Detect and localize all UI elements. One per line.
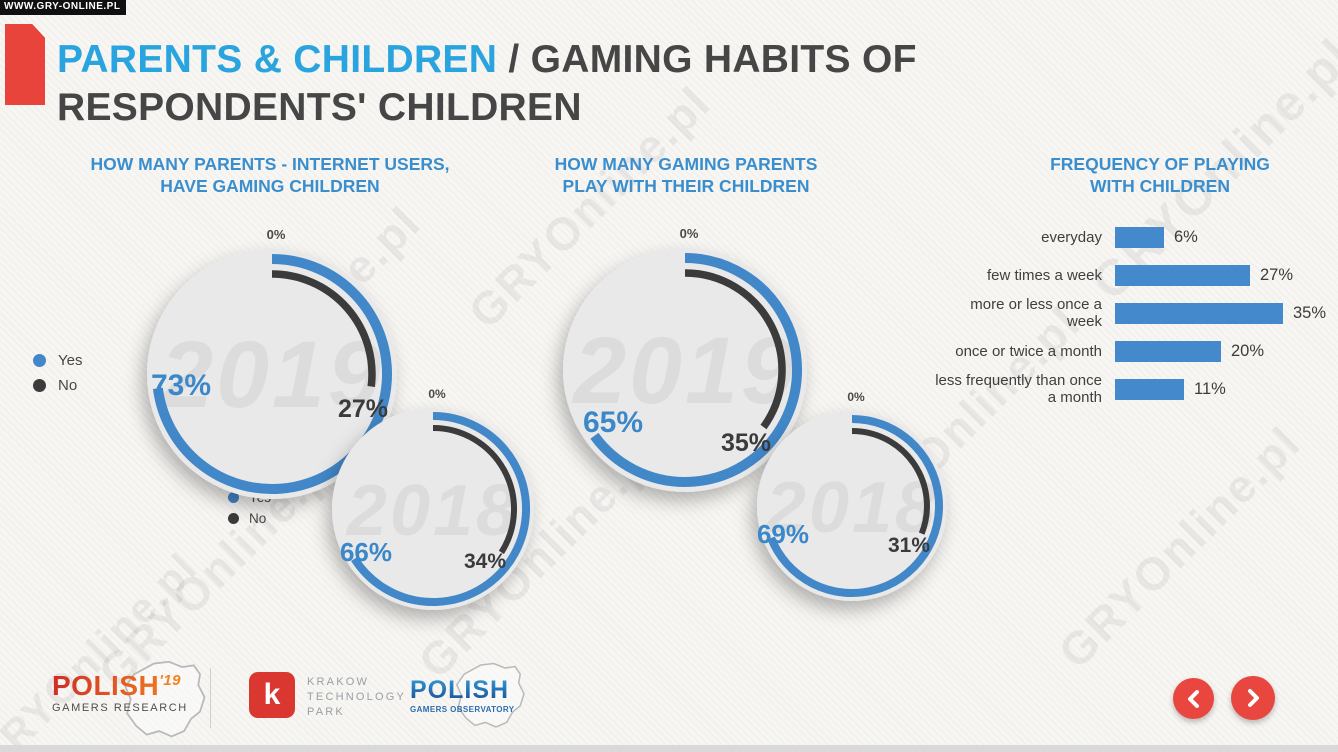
bar-value-label: 20% [1231,341,1265,360]
donut-body [757,411,947,601]
bar-value-label: 6% [1174,227,1198,246]
yes-arc [767,415,943,597]
bar [1115,302,1283,324]
red-corner-decoration [5,24,45,105]
observatory-name: POLISH [410,676,510,704]
bar-value-label: 35% [1293,303,1327,322]
watermark: GRYOnline.pl [1048,415,1311,679]
chevron-right-icon [1248,689,1259,707]
no-value-label: 35% [721,429,771,457]
bar-value-label: 11% [1194,379,1226,398]
yes-value-label: 65% [583,406,643,439]
yes-value-label: 66% [340,537,392,567]
next-slide-button[interactable] [1231,676,1275,720]
yes-value-label: 73% [151,369,211,402]
observatory-subtitle: GAMERS OBSERVATORY [410,705,515,714]
logo-krakow-technology-park: k KRAKOW TECHNOLOGY PARK [249,672,406,720]
year-watermark: 2019 [158,322,383,428]
section2-line1: HOW MANY GAMING PARENTS [554,154,818,174]
legend-yes-dot [33,354,46,367]
ktp-badge-icon: k [249,672,295,718]
donut-play-2019: 2019 0% 65% 35% [523,208,847,537]
no-arc [432,425,517,555]
no-value-label: 34% [464,550,506,573]
bar-row: once or twice a month 20% [934,332,1326,370]
bar [1115,264,1250,286]
footer-divider [210,668,211,728]
polish19-name: POLISH'19 [52,670,181,701]
year-watermark: 2019 [571,318,796,424]
start-label: 0% [267,227,286,242]
frequency-bar-chart: everyday 6% few times a week 27% more or les… [934,218,1326,408]
section1-line1: HOW MANY PARENTS - INTERNET USERS, [90,154,450,174]
bar-row: few times a week 27% [934,256,1326,294]
bar-row: more or less once a week 35% [934,294,1326,332]
donut-parents-2018: 2018 0% 66% 34% [292,368,574,655]
legend-yes-dot [228,492,239,503]
yes-arc [590,253,803,487]
legend-no-label: No [249,511,267,526]
ktp-text: KRAKOW TECHNOLOGY PARK [307,672,406,720]
section-header-parents-gaming-children: HOW MANY PARENTS - INTERNET USERS, HAVE … [90,153,450,197]
yes-value-label: 69% [757,519,809,549]
page-title-rest: / GAMING HABITS OF [497,38,917,81]
section1-line2: HAVE GAMING CHILDREN [160,176,380,196]
polish19-subtitle: GAMERS RESEARCH [52,702,188,714]
bar-row: less frequently than once a month 11% [934,370,1326,408]
legend-no-dot [228,513,239,524]
logo-polish-gamers-research: POLISH'19 GAMERS RESEARCH [52,660,222,738]
page-title-highlight: PARENTS & CHILDREN [57,38,498,81]
donut-play-2018: 2018 0% 69% 31% [717,371,987,646]
legend-yes-no: Yes No [33,352,82,402]
bar-category-label: more or less once a week [970,296,1102,330]
year-watermark: 2018 [345,471,519,551]
bar-category-label: once or twice a month [955,342,1102,360]
bar-category-label: everyday [1041,228,1102,246]
page-title-line2: RESPONDENTS' CHILDREN [57,86,582,129]
polish19-year: '19 [159,672,181,689]
section-header-frequency: FREQUENCY OF PLAYING WITH CHILDREN [980,153,1338,197]
start-label: 0% [847,390,865,404]
donut-body [147,249,397,499]
section-header-play-with-children: HOW MANY GAMING PARENTS PLAY WITH THEIR … [506,153,866,197]
legend-yes-label: Yes [58,352,83,369]
bar [1115,340,1221,362]
site-banner: WWW.GRY-ONLINE.PL [0,0,127,15]
page-title: PARENTS & CHILDREN / GAMING HABITS OF RE… [57,36,917,132]
ktp-line1: KRAKOW [307,676,370,688]
no-arc [271,270,376,387]
no-value-label: 31% [888,534,930,557]
ktp-line3: PARK [307,706,345,718]
legend-no-dot [33,379,46,392]
start-label: 0% [428,387,446,401]
logo-polish-gamers-observatory: POLISH GAMERS OBSERVATORY [410,662,525,728]
bar [1115,378,1184,400]
section3-line2: WITH CHILDREN [1090,176,1230,196]
chevron-left-icon [1187,689,1199,708]
donut-parents-2019: 2019 0% 73% 27% [107,209,437,544]
legend-no-label: No [58,377,78,394]
no-arc [684,269,786,430]
ktp-line2: TECHNOLOGY [307,691,407,703]
yes-arc [351,412,531,606]
section3-line1: FREQUENCY OF PLAYING [1050,154,1270,174]
bar-row: everyday 6% [934,218,1326,256]
bar-value-label: 27% [1260,265,1294,284]
section2-line2: PLAY WITH THEIR CHILDREN [562,176,810,196]
year-watermark: 2018 [764,468,938,548]
bottom-strip [0,745,1338,752]
donut-body [563,248,807,492]
bar-category-label: less frequently than once a month [935,372,1102,406]
no-value-label: 27% [338,395,388,423]
previous-slide-button[interactable] [1173,678,1214,719]
bar-category-label: few times a week [986,266,1102,284]
start-label: 0% [680,226,699,241]
donut-body [332,408,534,610]
bar [1115,226,1164,248]
no-arc [851,428,930,535]
